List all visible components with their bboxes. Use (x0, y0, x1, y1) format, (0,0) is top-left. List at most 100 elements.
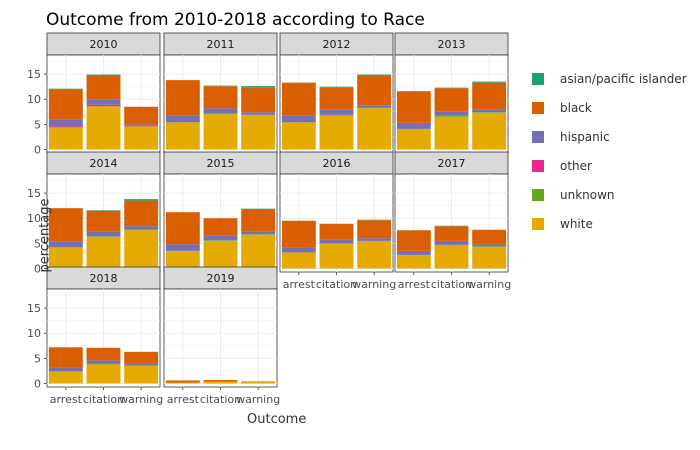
x-tick-label: arrest (50, 393, 83, 406)
bar-segment-hispanic (165, 115, 200, 123)
bar-segment-asian-pacific-islander (319, 86, 354, 88)
bar-segment-hispanic (434, 111, 469, 116)
bar-segment-unknown (357, 107, 392, 109)
legend-label: asian/pacific islander (560, 71, 687, 86)
bar-segment-hispanic (48, 367, 83, 372)
legend-swatch (532, 130, 544, 143)
bar-segment-black (86, 75, 121, 100)
facet-strip-label: 2010 (90, 38, 118, 51)
bar-segment-white (241, 381, 276, 384)
bar-segment-black (203, 379, 238, 382)
legend-label: unknown (560, 187, 615, 202)
bar-segment-black (319, 223, 354, 240)
bar-segment-black (319, 87, 354, 110)
bar-segment-hispanic (281, 115, 316, 123)
bar-segment-hispanic (203, 235, 238, 241)
bar-segment-white (472, 246, 507, 269)
legend-swatch (532, 217, 544, 230)
bar-segment-black (396, 91, 431, 123)
bar-segment-other (124, 125, 159, 127)
bar-segment-black (86, 347, 121, 361)
bar-segment-black (203, 86, 238, 109)
legend-swatch (532, 101, 544, 114)
bar-segment-unknown (472, 112, 507, 113)
x-tick-label: arrest (283, 278, 316, 291)
bar-segment-unknown (434, 115, 469, 117)
bar-segment-black (124, 351, 159, 364)
bar-segment-hispanic (124, 363, 159, 366)
legend-item[interactable]: black (532, 93, 687, 122)
legend-swatch (532, 72, 544, 85)
facet-strip-label: 2013 (438, 38, 466, 51)
bar-segment-asian-pacific-islander (124, 199, 159, 201)
bar-segment-white (48, 127, 83, 150)
bar-segment-white (124, 365, 159, 384)
legend-item[interactable]: asian/pacific islander (532, 64, 687, 93)
facet-panel-2011: 2011 (163, 32, 278, 154)
bar-segment-unknown (241, 114, 276, 116)
bar-segment-black (48, 89, 83, 120)
facet-panel-2015: 2015 (163, 151, 278, 273)
bar-segment-asian-pacific-islander (241, 208, 276, 210)
legend-item[interactable]: unknown (532, 180, 687, 209)
bar-segment-white (319, 243, 354, 269)
bar-segment-hispanic (357, 105, 392, 108)
bar-segment-unknown (203, 113, 238, 115)
bar-segment-black (241, 87, 276, 113)
bar-segment-asian-pacific-islander (434, 225, 469, 227)
bar-segment-asian-pacific-islander (203, 85, 238, 87)
bar-segment-black (357, 220, 392, 239)
legend-item[interactable]: white (532, 209, 687, 238)
bar-segment-white (357, 241, 392, 269)
bar-segment-white (241, 234, 276, 269)
x-tick-label: arrest (167, 393, 200, 406)
bar-segment-unknown (319, 114, 354, 116)
facet-strip-label: 2012 (323, 38, 351, 51)
bar-segment-hispanic (241, 231, 276, 235)
facet-panel-2010: 2010 0 5 10 15 (27, 32, 161, 156)
bar-segment-unknown (241, 234, 276, 235)
bar-segment-white (203, 381, 238, 384)
facet-panel-2014: 2014 0 5 10 15 (27, 151, 161, 275)
bar-segment-unknown (357, 240, 392, 242)
legend-item[interactable]: hispanic (532, 122, 687, 151)
bar-segment-asian-pacific-islander (357, 219, 392, 221)
bar-segment-black (124, 200, 159, 227)
bar-segment-hispanic (472, 244, 507, 247)
facet-strip-label: 2019 (207, 272, 235, 285)
bar-segment-hispanic (319, 109, 354, 115)
bar-segment-asian-pacific-islander (86, 210, 121, 211)
bar-segment-black (281, 220, 316, 248)
bar-segment-white (203, 240, 238, 269)
bar-segment-hispanic (472, 109, 507, 113)
x-tick-label: warning (236, 393, 280, 406)
bar-segment-unknown (434, 244, 469, 246)
bar-segment-hispanic (86, 99, 121, 105)
x-tick-label: warning (352, 278, 396, 291)
bar-segment-unknown (203, 240, 238, 241)
bar-segment-white (86, 364, 121, 384)
bar-segment-black (357, 75, 392, 106)
y-tick-label: 5 (34, 352, 41, 365)
bar-segment-black (434, 226, 469, 241)
bar-segment-hispanic (124, 124, 159, 126)
legend-item[interactable]: other (532, 151, 687, 180)
bar-segment-hispanic (281, 247, 316, 253)
bar-segment-white (434, 116, 469, 150)
bar-segment-white (203, 114, 238, 150)
bar-segment-hispanic (241, 112, 276, 115)
legend-label: other (560, 158, 592, 173)
bar-segment-black (48, 208, 83, 242)
y-tick-label: 10 (27, 327, 41, 340)
bar-segment-black (48, 347, 83, 368)
bar-segment-black (241, 381, 276, 382)
bar-segment-black (203, 218, 238, 236)
bar-segment-other (48, 126, 83, 128)
bar-segment-black (281, 82, 316, 116)
x-tick-label: citation (431, 278, 472, 291)
bar-segment-white (281, 122, 316, 150)
bar-segment-black (165, 212, 200, 245)
legend-swatch (532, 159, 544, 172)
